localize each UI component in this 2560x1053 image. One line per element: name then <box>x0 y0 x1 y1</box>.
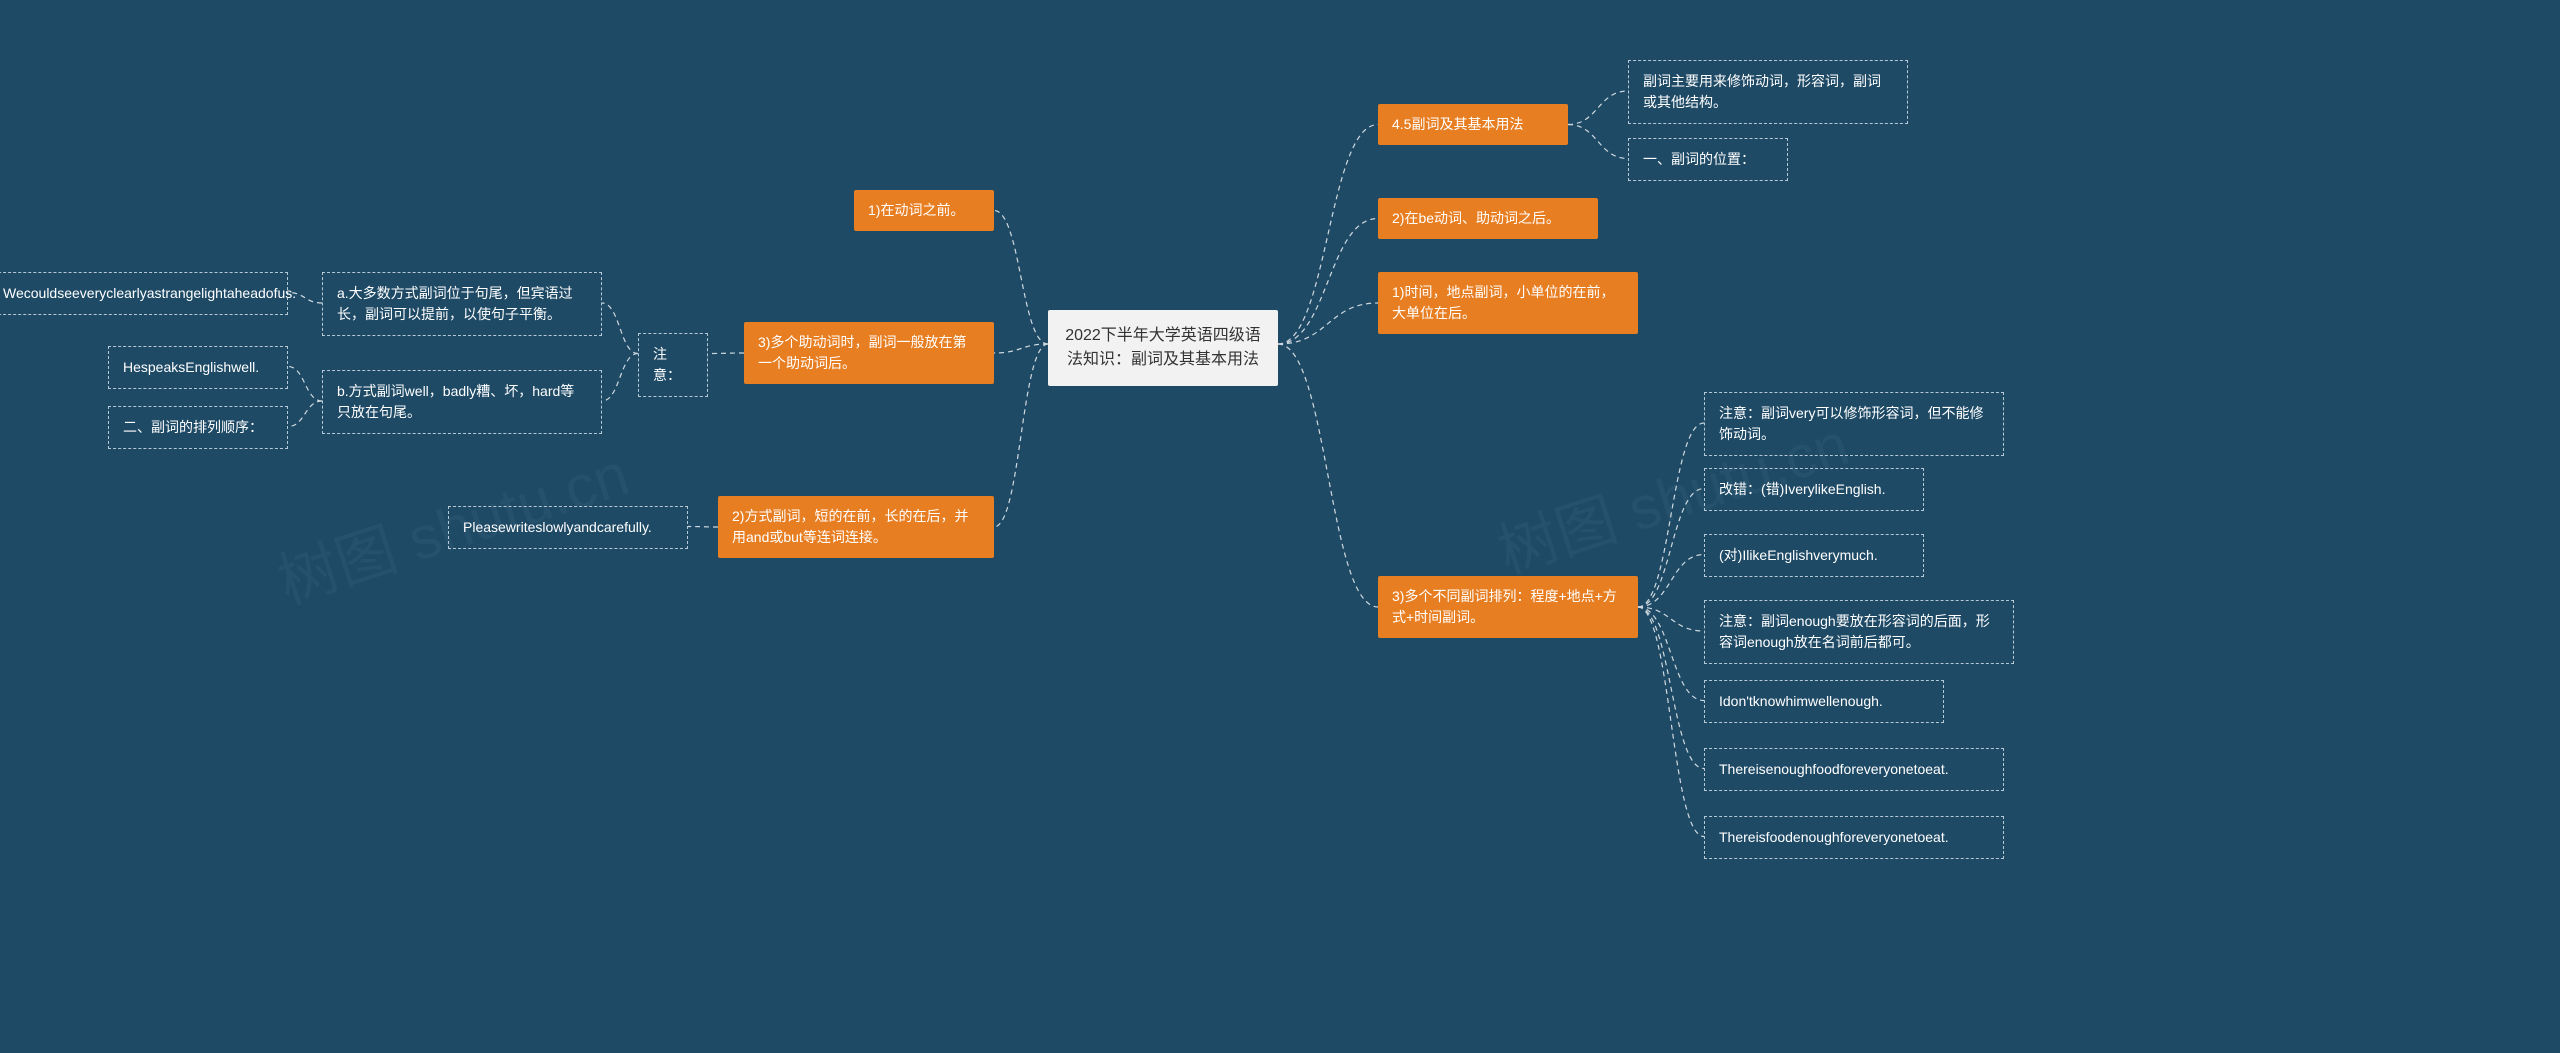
mindmap-node: 2)方式副词，短的在前，长的在后，并用and或but等连词连接。 <box>718 496 994 558</box>
mindmap-node: 2)在be动词、助动词之后。 <box>1378 198 1598 239</box>
mindmap-node: Idon'tknowhimwellenough. <box>1704 680 1944 723</box>
mindmap-node: 注意：副词enough要放在形容词的后面，形容词enough放在名词前后都可。 <box>1704 600 2014 664</box>
mindmap-node: 3)多个助动词时，副词一般放在第一个助动词后。 <box>744 322 994 384</box>
mindmap-node: (对)IlikeEnglishverymuch. <box>1704 534 1924 577</box>
mindmap-node: 1)时间，地点副词，小单位的在前，大单位在后。 <box>1378 272 1638 334</box>
mindmap-node: Thereisenoughfoodforeveryonetoeat. <box>1704 748 2004 791</box>
mindmap-node: 4.5副词及其基本用法 <box>1378 104 1568 145</box>
mindmap-node: Wecouldseeveryclearlyastrangelightaheado… <box>0 272 288 315</box>
mindmap-node: 1)在动词之前。 <box>854 190 994 231</box>
mindmap-node: 改错：(错)IverylikeEnglish. <box>1704 468 1924 511</box>
mindmap-node: 一、副词的位置： <box>1628 138 1788 181</box>
mindmap-node: 注意： <box>638 333 708 397</box>
mindmap-node: 注意：副词very可以修饰形容词，但不能修饰动词。 <box>1704 392 2004 456</box>
connectors-layer <box>0 0 2560 1053</box>
mindmap-node: HespeaksEnglishwell. <box>108 346 288 389</box>
mindmap-node: b.方式副词well，badly糟、坏，hard等只放在句尾。 <box>322 370 602 434</box>
mindmap-node: 副词主要用来修饰动词，形容词，副词或其他结构。 <box>1628 60 1908 124</box>
mindmap-node: a.大多数方式副词位于句尾，但宾语过长，副词可以提前，以使句子平衡。 <box>322 272 602 336</box>
mindmap-node: 2022下半年大学英语四级语法知识：副词及其基本用法 <box>1048 310 1278 386</box>
mindmap-node: 3)多个不同副词排列：程度+地点+方式+时间副词。 <box>1378 576 1638 638</box>
mindmap-node: Pleasewriteslowlyandcarefully. <box>448 506 688 549</box>
mindmap-node: Thereisfoodenoughforeveryonetoeat. <box>1704 816 2004 859</box>
mindmap-node: 二、副词的排列顺序： <box>108 406 288 449</box>
